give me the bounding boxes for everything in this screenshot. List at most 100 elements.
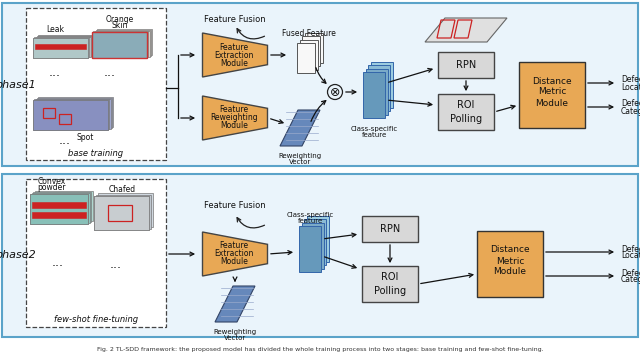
Text: Defect: Defect [621,245,640,253]
FancyBboxPatch shape [32,202,86,208]
Text: Module: Module [536,98,568,108]
Text: Metric: Metric [496,257,524,266]
Text: Fused Feature: Fused Feature [282,28,336,38]
FancyBboxPatch shape [438,52,494,78]
Text: Vector: Vector [224,335,246,341]
FancyBboxPatch shape [2,174,638,337]
Text: Skin: Skin [111,22,128,31]
Text: few-shot fine-tuning: few-shot fine-tuning [54,316,138,324]
FancyBboxPatch shape [35,37,90,56]
Text: Polling: Polling [374,286,406,296]
Text: feature: feature [362,132,387,138]
FancyBboxPatch shape [362,266,418,302]
Text: feature: feature [298,218,323,224]
FancyBboxPatch shape [36,98,112,128]
Text: powder: powder [38,182,67,191]
FancyBboxPatch shape [477,231,543,297]
Text: Reweighting: Reweighting [213,329,257,335]
Text: Polling: Polling [450,114,482,124]
FancyBboxPatch shape [302,36,320,66]
FancyBboxPatch shape [362,216,418,242]
Text: ...: ... [59,133,71,147]
Text: Reweighting: Reweighting [210,114,258,122]
FancyBboxPatch shape [96,195,151,229]
Text: Extraction: Extraction [214,50,253,60]
Text: Leak: Leak [47,26,65,34]
FancyBboxPatch shape [35,191,93,221]
Text: Chafed: Chafed [108,185,136,193]
Text: Module: Module [493,268,527,277]
FancyBboxPatch shape [300,39,317,70]
Text: ROI: ROI [458,100,475,110]
FancyBboxPatch shape [94,196,149,230]
Text: Module: Module [220,257,248,267]
FancyBboxPatch shape [519,62,585,128]
Text: Location: Location [621,82,640,92]
Text: phase1: phase1 [0,80,35,89]
Text: ROI: ROI [381,272,399,282]
FancyArrowPatch shape [237,29,264,39]
Text: Category: Category [621,275,640,284]
Polygon shape [215,286,255,322]
FancyBboxPatch shape [438,94,494,130]
Text: Extraction: Extraction [214,250,253,258]
Text: Class-specific: Class-specific [286,212,333,218]
FancyBboxPatch shape [94,196,149,230]
Text: Defect: Defect [621,268,640,278]
FancyBboxPatch shape [26,8,166,160]
Text: Distance: Distance [532,76,572,86]
FancyBboxPatch shape [368,65,390,111]
Text: Feature: Feature [220,43,248,51]
FancyBboxPatch shape [371,61,392,108]
Text: Defect: Defect [621,76,640,84]
FancyBboxPatch shape [92,32,147,58]
Text: base training: base training [68,148,124,158]
FancyBboxPatch shape [33,100,108,130]
Text: Convex: Convex [38,176,66,186]
FancyBboxPatch shape [32,212,86,218]
FancyBboxPatch shape [35,98,111,129]
FancyBboxPatch shape [33,100,108,130]
FancyBboxPatch shape [38,35,93,55]
Text: Orange: Orange [106,16,134,24]
Text: RPN: RPN [380,224,400,234]
Text: Module: Module [220,121,248,131]
FancyBboxPatch shape [95,31,150,56]
FancyBboxPatch shape [33,38,88,58]
Polygon shape [202,232,268,276]
FancyBboxPatch shape [93,31,148,57]
Polygon shape [202,33,268,77]
FancyBboxPatch shape [363,72,385,118]
Polygon shape [202,96,268,140]
FancyBboxPatch shape [96,30,151,56]
Text: Metric: Metric [538,87,566,97]
Text: ...: ... [110,257,122,271]
FancyBboxPatch shape [98,193,153,227]
Text: Vector: Vector [289,159,311,165]
Text: ...: ... [49,66,61,78]
Text: Feature Fusion: Feature Fusion [204,202,266,211]
Text: Fig. 2 TL-SDD framework: the proposed model has divided the whole training proce: Fig. 2 TL-SDD framework: the proposed mo… [97,348,543,353]
Text: Defect: Defect [621,99,640,109]
Text: Module: Module [220,59,248,67]
FancyBboxPatch shape [305,33,323,62]
Text: ⊗: ⊗ [330,86,340,99]
Text: ...: ... [104,66,116,78]
FancyBboxPatch shape [304,219,326,265]
Text: Category: Category [621,106,640,115]
Text: phase2: phase2 [0,251,35,261]
FancyBboxPatch shape [2,3,638,166]
FancyBboxPatch shape [38,97,113,127]
Text: Feature: Feature [220,105,248,115]
FancyBboxPatch shape [35,37,89,57]
FancyBboxPatch shape [97,29,152,55]
FancyBboxPatch shape [31,193,90,223]
FancyArrowPatch shape [237,218,264,228]
Text: ...: ... [52,256,64,268]
Polygon shape [425,18,507,42]
Text: Reweighting: Reweighting [278,153,321,159]
FancyBboxPatch shape [33,192,92,222]
Text: Feature: Feature [220,241,248,251]
FancyBboxPatch shape [33,38,88,58]
FancyBboxPatch shape [35,99,109,129]
